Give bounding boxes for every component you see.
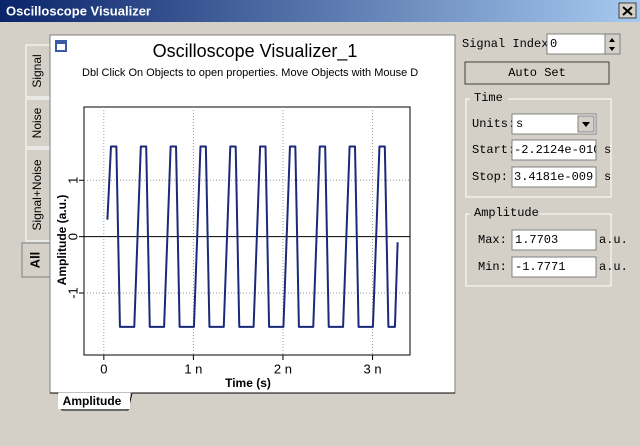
stop-label: Stop: (472, 170, 508, 184)
plot-area (83, 106, 411, 356)
units-label: Units: (472, 117, 515, 131)
group-title: Time (474, 91, 503, 105)
chart-title: Oscilloscope Visualizer_1 (153, 41, 358, 62)
max-label: Max: (478, 233, 507, 247)
y-tick-label: 1 (65, 177, 80, 184)
min-label: Min: (478, 260, 507, 274)
max-input[interactable]: 1.7703 (511, 229, 597, 251)
input-value: 3.4181e-009 (514, 170, 593, 184)
tab-label: Amplitude (63, 394, 122, 408)
title-bar (0, 0, 640, 22)
tab-signal[interactable]: Signal (25, 44, 51, 98)
auto-set-button[interactable]: Auto Set (464, 61, 610, 85)
select-value: s (516, 117, 523, 131)
unit-label: a.u. (599, 233, 628, 247)
input-value: 0 (550, 37, 557, 51)
tab-label: Signal+Noise (30, 159, 44, 230)
chart-subtitle: Dbl Click On Objects to open properties.… (82, 67, 418, 79)
y-tick-label: -1 (65, 287, 80, 299)
tab-label: Signal (30, 54, 44, 87)
input-value: -1.7771 (515, 260, 565, 274)
unit-label: s (604, 143, 611, 157)
units-select[interactable]: s (511, 113, 597, 135)
x-axis-label: Time (s) (225, 376, 271, 390)
y-tick-label: 0 (65, 233, 80, 240)
x-tick-label: 1 n (184, 361, 202, 376)
tab-label: All (27, 252, 42, 269)
x-tick-label: 2 n (274, 361, 292, 376)
window-title: Oscilloscope Visualizer (6, 3, 151, 18)
tab-noise[interactable]: Noise (25, 98, 51, 148)
unit-label: s (604, 170, 611, 184)
close-button[interactable] (618, 2, 637, 19)
waveform (106, 145, 399, 328)
tab-signal-noise[interactable]: Signal+Noise (25, 148, 51, 242)
tab-amplitude[interactable]: Amplitude (58, 393, 130, 409)
panel-icon (55, 40, 67, 52)
signal-index-label: Signal Index: (462, 37, 556, 51)
x-tick-label: 0 (100, 361, 107, 376)
tab-all[interactable]: All (21, 242, 51, 278)
plot: 0 1 n 2 n 3 n 1 0 -1 (65, 106, 411, 376)
group-box (465, 98, 612, 198)
unit-label: a.u. (599, 260, 628, 274)
button-label: Auto Set (508, 66, 566, 80)
signal-index-input[interactable]: 0 (546, 33, 621, 55)
start-label: Start: (472, 143, 515, 157)
tab-label: Noise (30, 107, 44, 138)
group-title: Amplitude (474, 206, 539, 220)
input-value: -2.2124e-010 (514, 143, 600, 157)
input-value: 1.7703 (515, 233, 558, 247)
stop-input[interactable]: 3.4181e-009 (511, 166, 597, 188)
y-axis-label: Amplitude (a.u.) (55, 195, 69, 286)
min-input[interactable]: -1.7771 (511, 256, 597, 278)
x-tick-label: 3 n (364, 361, 382, 376)
start-input[interactable]: -2.2124e-010 (511, 139, 600, 161)
tab-strip (50, 392, 455, 411)
